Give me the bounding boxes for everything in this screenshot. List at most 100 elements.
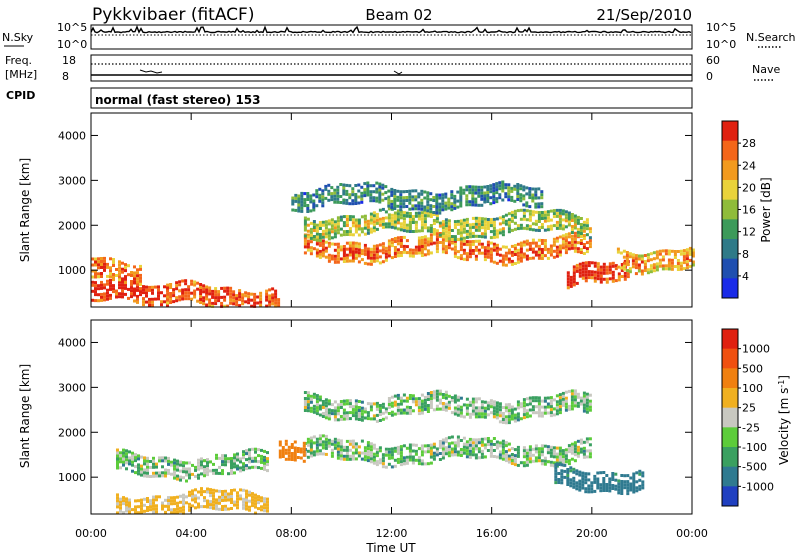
heatmap-cell (501, 442, 505, 446)
heatmap-cell (585, 221, 589, 225)
heatmap-cell (318, 407, 322, 411)
heatmap-cell (297, 200, 301, 204)
heatmap-cell (284, 442, 288, 446)
heatmap-cell (516, 448, 520, 452)
heatmap-cell (444, 446, 448, 450)
heatmap-cell (477, 248, 481, 252)
heatmap-cell (293, 440, 297, 444)
heatmap-cell (321, 400, 325, 403)
colorbar-segment (722, 180, 738, 201)
heatmap-cell (245, 464, 248, 468)
heatmap-cell (203, 465, 206, 469)
heatmap-cell (426, 398, 430, 401)
heatmap-cell (312, 235, 316, 238)
heatmap-cell (109, 266, 112, 270)
heatmap-cell (408, 449, 412, 453)
heatmap-cell (148, 303, 151, 307)
heatmap-cell (474, 409, 478, 413)
heatmap-cell (363, 191, 367, 195)
heatmap-cell (200, 493, 203, 497)
heatmap-cell (170, 463, 173, 467)
heatmap-cell (148, 297, 151, 301)
heatmap-cell (570, 407, 574, 411)
heatmap-cell (495, 455, 499, 459)
heatmap-cell (462, 442, 466, 446)
heatmap-cell (444, 221, 448, 225)
heatmap-cell (209, 494, 212, 498)
heatmap-cell (646, 268, 650, 272)
heatmap-cell (588, 242, 592, 246)
heatmap-cell (462, 257, 466, 261)
heatmap-cell (480, 185, 484, 189)
heatmap-cell (324, 440, 328, 444)
heatmap-cell (573, 459, 577, 463)
heatmap-cell (540, 214, 544, 217)
heatmap-cell (468, 443, 472, 447)
heatmap-cell (315, 406, 319, 410)
heatmap-cell (513, 212, 517, 216)
heatmap-cell (576, 392, 580, 396)
heatmap-cell (525, 239, 529, 243)
date-title: 21/Sep/2010 (596, 6, 692, 24)
heatmap-cell (468, 232, 472, 236)
heatmap-cell (402, 199, 406, 203)
heatmap-cell (196, 287, 200, 291)
heatmap-cell (233, 453, 236, 457)
heatmap-cell (558, 208, 562, 212)
heatmap-cell (534, 241, 538, 245)
heatmap-cell (605, 268, 609, 272)
heatmap-cell (411, 189, 415, 193)
heatmap-cell (182, 470, 185, 474)
heatmap-cell (116, 466, 119, 470)
heatmap-cell (351, 241, 355, 245)
heatmap-cell (399, 251, 403, 254)
heatmap-cell (483, 255, 487, 259)
heatmap-cell (354, 202, 358, 205)
heatmap-cell (396, 195, 400, 199)
heatmap-cell (200, 460, 203, 464)
heatmap-cell (396, 408, 400, 412)
heatmap-cell (142, 297, 145, 301)
heatmap-cell (670, 267, 674, 271)
heatmap-cell (450, 208, 454, 212)
heatmap-cell (411, 221, 415, 224)
heatmap-cell (321, 201, 325, 205)
heatmap-cell (655, 262, 659, 266)
colorbar-tick-label: 16 (742, 204, 756, 217)
heatmap-cell (257, 460, 260, 464)
heatmap-cell (293, 446, 297, 450)
heatmap-cell (309, 230, 313, 234)
heatmap-cell (348, 253, 352, 257)
heatmap-cell (227, 460, 230, 464)
heatmap-cell (363, 407, 367, 411)
heatmap-cell (614, 484, 618, 488)
heatmap-cell (179, 506, 182, 510)
heatmap-cell (315, 397, 319, 401)
heatmap-cell (378, 191, 382, 195)
heatmap-cell (360, 418, 364, 422)
heatmap-cell (408, 212, 412, 215)
heatmap-cell (131, 469, 134, 473)
heatmap-cell (321, 235, 325, 239)
heatmap-cell (492, 403, 496, 407)
heatmap-cell (333, 254, 337, 258)
heatmap-cell (242, 503, 245, 507)
heatmap-cell (670, 258, 674, 262)
heatmap-cell (277, 301, 281, 305)
heatmap-cell (300, 206, 304, 210)
heatmap-cell (405, 226, 409, 230)
heatmap-cell (118, 286, 121, 290)
heatmap-cell (489, 448, 493, 452)
heatmap-cell (528, 414, 532, 418)
heatmap-cell (235, 297, 239, 301)
heatmap-cell (351, 457, 355, 461)
heatmap-cell (620, 492, 624, 495)
heatmap-cell (345, 183, 349, 187)
heatmap-cell (236, 497, 239, 501)
heatmap-cell (573, 395, 577, 399)
heatmap-cell (200, 487, 203, 491)
heatmap-cell (605, 489, 609, 492)
heatmap-cell (202, 296, 206, 300)
heatmap-cell (212, 491, 215, 495)
heatmap-cell (408, 443, 412, 447)
